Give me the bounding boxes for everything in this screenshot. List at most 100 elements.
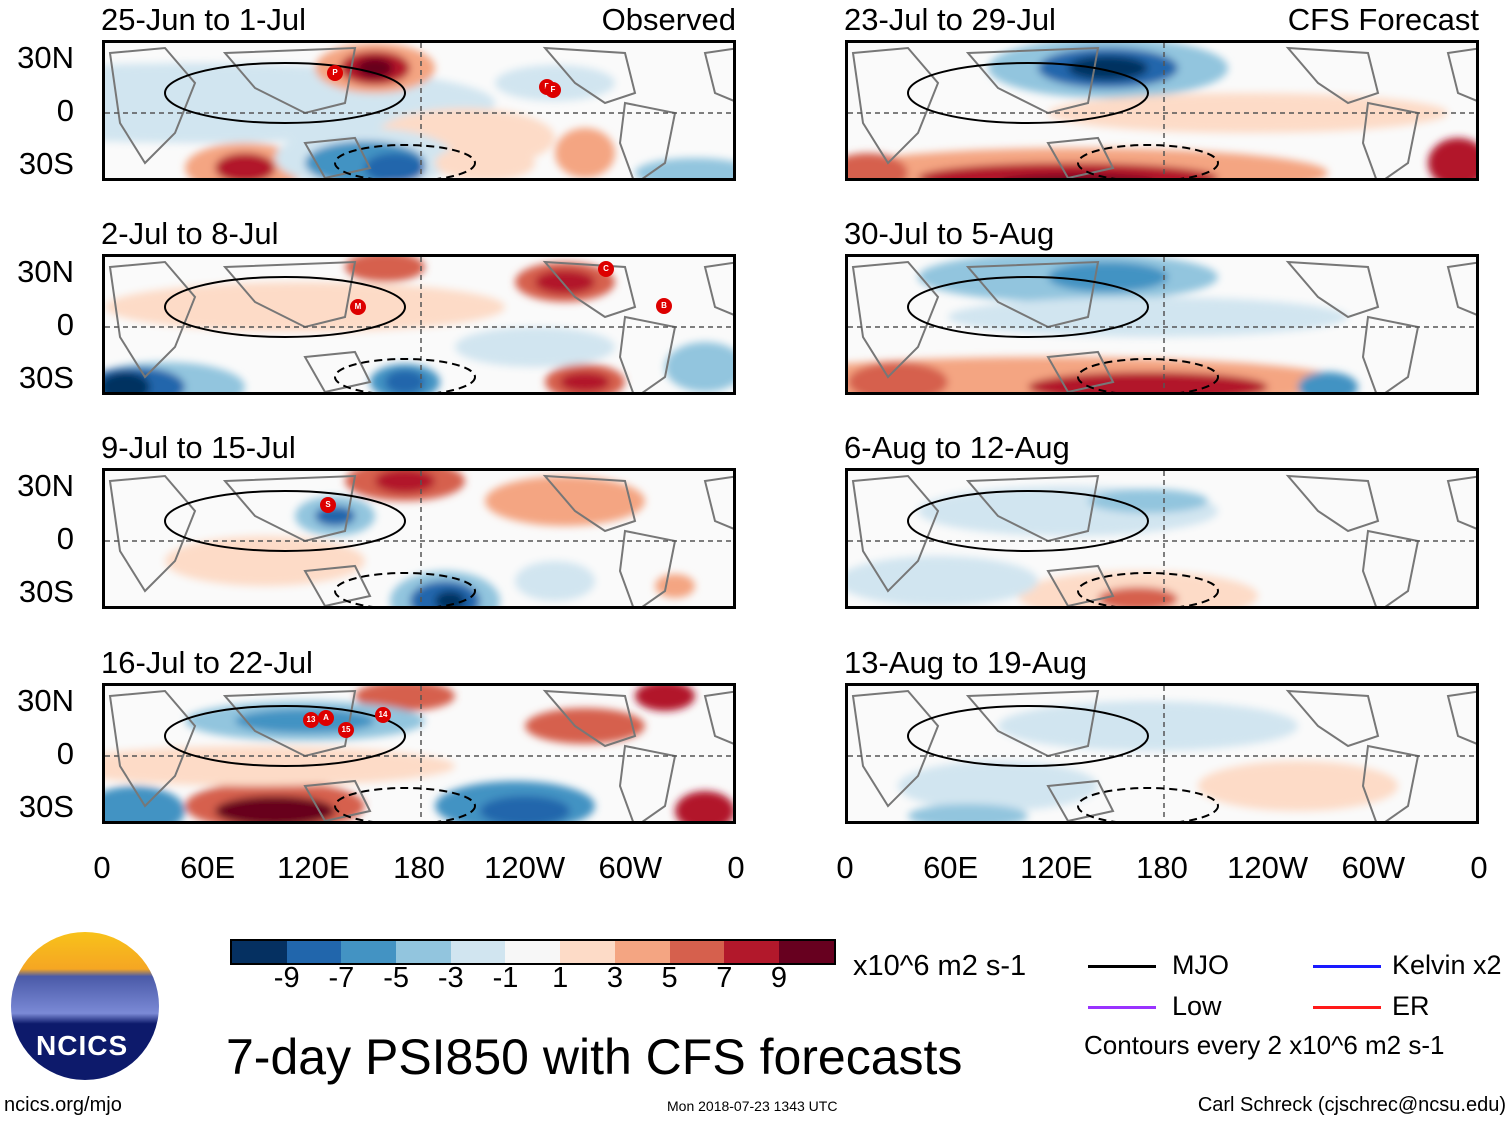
map-field: [848, 257, 1476, 392]
colorbar-label: -1: [492, 962, 519, 994]
panel-title: 30-Jul to 5-Aug: [844, 216, 1055, 251]
colorbar-label: 7: [716, 962, 733, 994]
anomaly-region: [908, 804, 1028, 821]
legend-line-low: [1088, 1006, 1156, 1009]
coastlines: [851, 46, 1476, 178]
storm-marker: 13: [303, 712, 319, 728]
anomaly-region: [1098, 587, 1178, 606]
coastlines: [851, 260, 1476, 392]
anomaly-region: [1088, 489, 1208, 513]
anomaly-region: [355, 686, 455, 711]
colorbar-swatch: [341, 941, 397, 963]
logo-text: NCICS: [36, 1030, 129, 1061]
storm-marker: F: [545, 82, 561, 98]
anomaly-region: [665, 342, 733, 392]
anomaly-region: [560, 372, 610, 392]
mjo-contour-negative: [334, 787, 476, 821]
colorbar-label: -3: [437, 962, 464, 994]
panel-title: 2-Jul to 8-Jul: [101, 216, 279, 251]
colorbar-swatch: [778, 941, 834, 963]
anomaly-region: [1198, 761, 1398, 811]
anomaly-region: [635, 158, 733, 178]
footer-author: Carl Schreck (cjschrec@ncsu.edu): [1197, 1094, 1506, 1116]
storm-marker: 15: [338, 722, 354, 738]
lat-label: 0: [56, 307, 74, 342]
map-panel: [102, 40, 736, 181]
panel-title: 23-Jul to 29-Jul: [844, 2, 1056, 37]
mjo-contour-negative: [1077, 572, 1219, 606]
lat-label: 0: [56, 93, 74, 128]
mjo-contour: [907, 276, 1149, 338]
anomaly-region: [555, 128, 615, 178]
anomaly-region: [375, 471, 435, 493]
map-panel: [845, 468, 1479, 609]
anomaly-region: [1298, 372, 1358, 392]
colorbar-label: -5: [383, 962, 409, 994]
legend-label: ER: [1392, 991, 1430, 1021]
anomaly-region: [898, 761, 1098, 811]
legend-line-mjo: [1088, 965, 1156, 968]
colorbar-swatch: [286, 941, 342, 963]
contours-note: Contours every 2 x10^6 m2 s-1: [1084, 1030, 1445, 1060]
colorbar-label: 5: [661, 962, 678, 994]
anomaly-region: [1428, 138, 1476, 178]
lat-label: 0: [56, 736, 74, 771]
lat-label: 30N: [17, 254, 74, 289]
anomaly-region: [215, 153, 275, 178]
mjo-contour-negative: [334, 572, 476, 606]
lon-label: 0: [1470, 850, 1488, 885]
legend-label: Kelvin x2: [1392, 950, 1502, 980]
mjo-contour-negative: [334, 144, 476, 178]
panel-title: 25-Jun to 1-Jul: [101, 2, 307, 37]
colorbar-label: 3: [606, 962, 623, 994]
anomaly-region: [1048, 262, 1168, 292]
panel-tag: Observed: [601, 2, 736, 37]
anomaly-region: [848, 362, 948, 392]
anomaly-region: [365, 153, 425, 178]
anomaly-region: [535, 270, 595, 294]
colorbar-swatch: [232, 941, 287, 963]
map-field: [105, 471, 733, 606]
map-field: [848, 471, 1476, 606]
anomaly-region: [1068, 56, 1148, 80]
map-field: [848, 686, 1476, 821]
anomaly-region: [848, 556, 1038, 606]
colorbar-swatch: [560, 941, 615, 963]
colorbar-label: -7: [328, 962, 355, 994]
colorbar-label: 9: [770, 962, 788, 994]
anomaly-region: [998, 701, 1298, 751]
anomaly-region: [105, 282, 505, 332]
lat-label: 30S: [18, 574, 74, 609]
lon-label: 120E: [277, 850, 350, 885]
lon-label: 0: [727, 850, 745, 885]
mjo-contour: [164, 490, 406, 552]
figure-title: 7-day PSI850 with CFS forecasts: [226, 1029, 963, 1085]
storm-marker: S: [320, 497, 336, 513]
colorbar-swatch: [396, 941, 451, 963]
map-panel: [102, 683, 736, 824]
colorbar-swatch: [724, 941, 779, 963]
panel-title: 13-Aug to 19-Aug: [844, 645, 1088, 680]
mjo-contour: [164, 705, 406, 767]
anomaly-region: [105, 372, 150, 392]
legend-line-kelvin: [1313, 965, 1381, 968]
lat-label: 30N: [17, 468, 74, 503]
panel-title: 9-Jul to 15-Jul: [101, 430, 296, 465]
legend-line-er: [1313, 1006, 1381, 1009]
storm-marker: B: [656, 298, 672, 314]
map-field: [105, 686, 733, 821]
panel-title: 16-Jul to 22-Jul: [101, 645, 313, 680]
legend-label: MJO: [1172, 950, 1229, 980]
mjo-contour-negative: [1077, 358, 1219, 392]
coastlines: [108, 689, 733, 821]
anomaly-region: [918, 163, 1218, 178]
panel-tag: CFS Forecast: [1287, 2, 1479, 37]
anomaly-region: [515, 561, 595, 601]
anomaly-region: [485, 476, 645, 526]
lon-label: 60W: [598, 850, 663, 885]
mjo-contour: [907, 62, 1149, 124]
colorbar-units: x10^6 m2 s-1: [853, 950, 1027, 982]
colorbar-swatch: [669, 941, 725, 963]
legend-label: Low: [1172, 991, 1222, 1021]
lon-label: 120W: [1227, 850, 1309, 885]
